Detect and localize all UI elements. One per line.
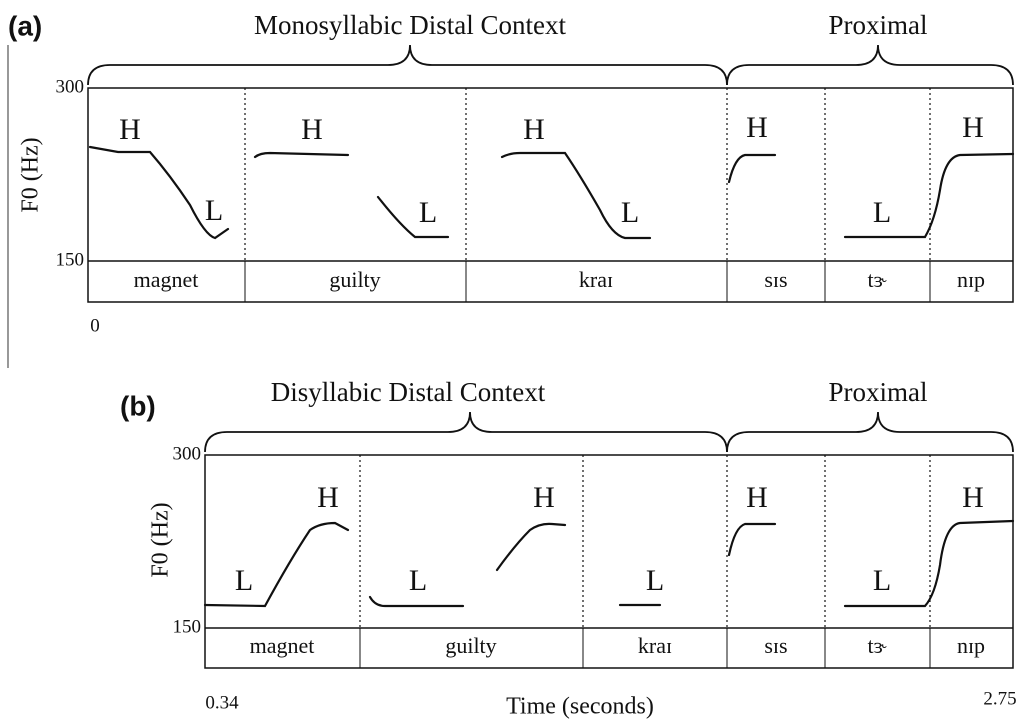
- brace: [204, 411, 728, 453]
- tone-label: H: [317, 481, 339, 514]
- word-label: nɪp: [957, 633, 985, 658]
- tone-label: L: [621, 196, 639, 229]
- word-label: guilty: [329, 267, 380, 292]
- tone-label: H: [962, 481, 984, 514]
- tone-label: H: [523, 113, 545, 146]
- time-end: 2.75: [983, 688, 1016, 709]
- tone-label: H: [533, 481, 555, 514]
- tone-label: L: [205, 194, 223, 227]
- tone-label: L: [873, 564, 891, 597]
- tones: H L H L H L H L H: [119, 111, 984, 229]
- panel-b: (b) Disyllabic Distal Context Proximal 3…: [120, 377, 1017, 719]
- contours: [88, 145, 1015, 240]
- y-bottom: 150: [56, 249, 85, 270]
- y-top: 300: [173, 443, 202, 464]
- word-label: magnet: [134, 267, 199, 292]
- dividers: [359, 455, 931, 668]
- word-label: magnet: [250, 633, 315, 658]
- y-axis-label: F0 (Hz): [148, 502, 174, 577]
- tone-label: H: [746, 111, 768, 144]
- word-label: tɝ: [867, 633, 886, 658]
- tone-label: L: [409, 564, 427, 597]
- brace: [726, 411, 1014, 453]
- tone-label: H: [301, 113, 323, 146]
- x-axis-label: Time (seconds): [506, 694, 654, 719]
- time-start: 0.34: [205, 692, 239, 713]
- proximal-label: Proximal: [829, 10, 928, 40]
- word-label: kraɪ: [579, 267, 613, 292]
- word-label: guilty: [445, 633, 496, 658]
- time-start: 0: [90, 315, 100, 336]
- tone-label: L: [646, 564, 664, 597]
- brace: [726, 44, 1014, 86]
- proximal-label: Proximal: [829, 377, 928, 407]
- tone-label: L: [419, 196, 437, 229]
- tone-label: H: [962, 111, 984, 144]
- word-label: sɪs: [764, 633, 787, 658]
- context-label: Monosyllabic Distal Context: [254, 10, 566, 40]
- tone-label: H: [119, 113, 141, 146]
- words: magnet guilty kraɪ sɪs tɝ nɪp: [134, 267, 985, 292]
- context-label: Disyllabic Distal Context: [271, 377, 546, 407]
- y-top: 300: [56, 76, 85, 97]
- tone-label: H: [746, 481, 768, 514]
- word-label: tɝ: [867, 267, 886, 292]
- word-label: sɪs: [764, 267, 787, 292]
- panel-label: (b): [120, 390, 156, 421]
- plot-box: [87, 87, 1014, 303]
- y-bottom: 150: [173, 616, 202, 637]
- words: magnet guilty kraɪ sɪs tɝ nɪp: [250, 633, 985, 658]
- word-label: kraɪ: [638, 633, 672, 658]
- y-axis-label: F0 (Hz): [18, 137, 44, 212]
- tone-label: L: [235, 564, 253, 597]
- panel-a: (a) Monosyllabic Distal Context Proximal…: [8, 10, 1015, 336]
- word-label: nɪp: [957, 267, 985, 292]
- dividers: [244, 88, 931, 302]
- tones: L H L H L H L H: [235, 481, 984, 597]
- plot-box: [204, 454, 1014, 669]
- contours: [203, 519, 1015, 608]
- tone-label: L: [873, 196, 891, 229]
- brace: [87, 44, 728, 86]
- panel-label: (a): [8, 10, 42, 41]
